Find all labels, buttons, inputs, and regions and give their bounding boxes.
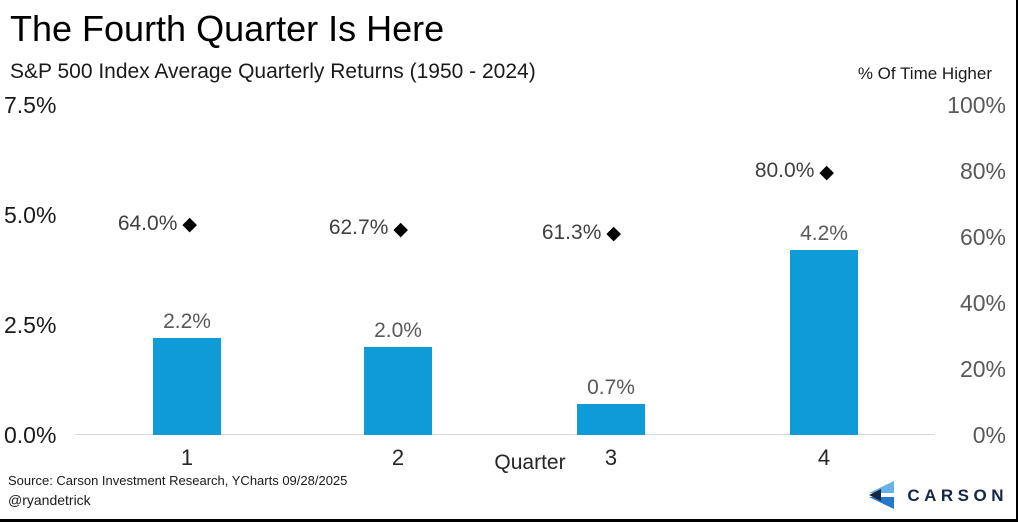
x-axis-tick: 1	[180, 445, 194, 470]
pct-higher-marker-row: 62.7% ◆	[228, 214, 408, 242]
bar-value-label: 2.2%	[163, 310, 211, 334]
carson-logo-icon	[869, 481, 895, 509]
bar-quarter-4	[790, 250, 858, 435]
chart-subtitle: S&P 500 Index Average Quarterly Returns …	[10, 60, 536, 83]
y-axis-tick-right: 80%	[959, 158, 1006, 184]
pct-higher-label: 80.0%	[754, 159, 815, 182]
x-axis-tick: 4	[817, 445, 831, 470]
pct-higher-marker-row: 64.0% ◆	[17, 210, 197, 238]
bar-quarter-1	[153, 338, 221, 435]
pct-higher-marker-row: 61.3% ◆	[441, 219, 621, 247]
diamond-marker-icon: ◆	[606, 223, 621, 245]
bar-value-label: 0.7%	[587, 376, 635, 400]
y-axis-tick-left: 2.5%	[4, 312, 57, 338]
pct-higher-label: 62.7%	[328, 216, 389, 240]
y-axis-tick-left: 7.5%	[4, 92, 57, 118]
x-axis-tick: 3	[604, 445, 618, 470]
pct-higher-label: 61.3%	[541, 220, 602, 244]
bar-quarter-3	[577, 404, 645, 435]
y-axis-tick-left: 5.0%	[4, 202, 57, 228]
x-axis-label: Quarter	[494, 451, 566, 474]
bar-value-label: 2.0%	[374, 319, 422, 342]
page-title: The Fourth Quarter Is Here	[10, 8, 445, 49]
y-axis-tick-right: 100%	[947, 92, 1006, 118]
pct-higher-label: 64.0%	[117, 211, 178, 235]
pct-higher-marker-row: 80.0% ◆	[654, 157, 834, 185]
diamond-marker-icon: ◆	[393, 218, 408, 240]
x-axis-tick: 2	[391, 445, 405, 470]
y-axis-tick-right: 60%	[959, 224, 1006, 250]
source-attribution: Source: Carson Investment Research, YCha…	[8, 473, 348, 488]
bar-quarter-2	[364, 347, 432, 435]
y-axis-tick-left: 0.0%	[4, 422, 57, 448]
diamond-marker-icon: ◆	[182, 214, 197, 236]
bar-value-label: 4.2%	[800, 222, 848, 246]
y-axis-tick-right: 20%	[959, 356, 1006, 382]
x-axis-line	[75, 434, 935, 435]
y-axis-tick-right: 0%	[972, 422, 1006, 448]
y-axis-tick-right: 40%	[959, 290, 1006, 316]
diamond-marker-icon: ◆	[819, 161, 834, 183]
carson-logo-wordmark: CARSON	[907, 486, 1008, 505]
right-axis-title: % Of Time Higher	[857, 64, 992, 83]
author-handle: @ryandetrick	[8, 492, 91, 508]
carson-logo: CARSON	[868, 479, 1008, 511]
